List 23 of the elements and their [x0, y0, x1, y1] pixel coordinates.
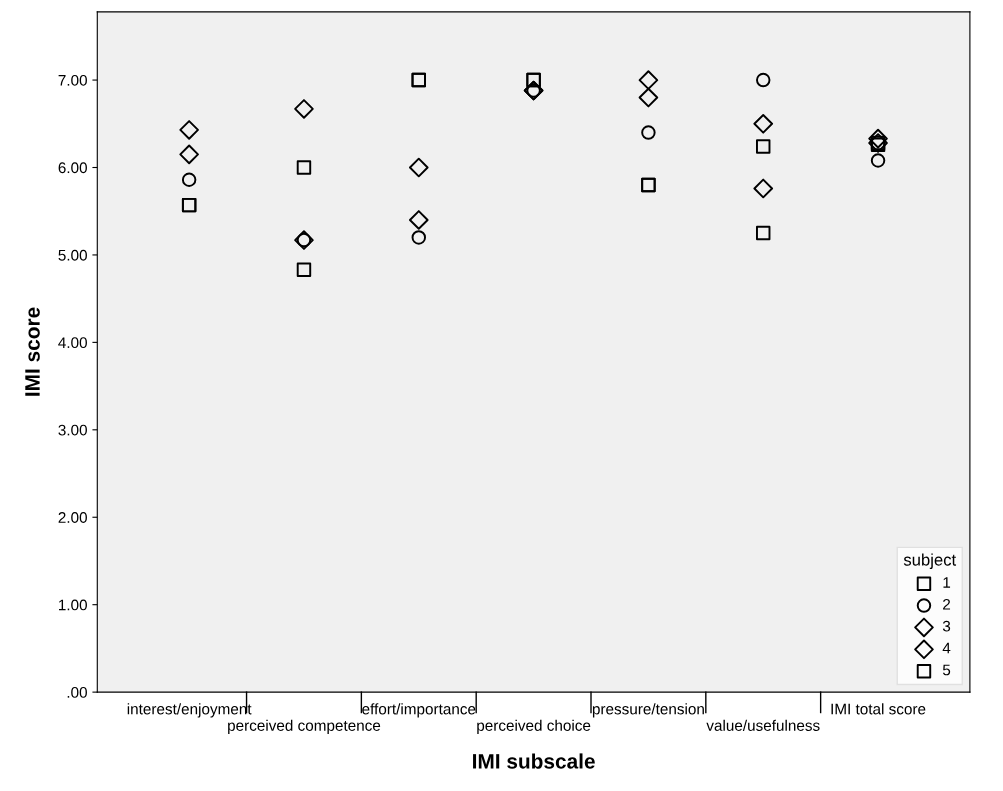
x-tick-label: pressure/tension [592, 703, 704, 718]
y-axis-title: IMI score [25, 307, 40, 396]
y-tick-label: 3.00 [58, 424, 87, 436]
legend-label: 3 [942, 620, 951, 632]
x-tick-label: value/usefulness [706, 719, 820, 731]
legend-label: 1 [943, 577, 951, 588]
y-tick-label: 7.00 [58, 74, 87, 86]
y-tick-label: 4.00 [58, 337, 87, 349]
y-tick-label: 1.00 [59, 599, 87, 611]
x-tick-label: interest/enjoyment [127, 703, 252, 718]
x-axis-title: IMI subscale [473, 753, 595, 769]
x-tick-label: effort/importance [362, 703, 476, 718]
legend-label: 5 [942, 664, 951, 676]
y-tick-label: .00 [67, 686, 87, 698]
legend-label: 2 [943, 598, 951, 610]
x-tick-label: IMI total score [831, 703, 926, 715]
legend-title: subject [903, 553, 957, 569]
legend-label: 4 [942, 642, 951, 654]
y-tick-label: 5.00 [58, 249, 87, 261]
x-tick-label: perceived choice [477, 719, 591, 734]
y-tick-label: 6.00 [58, 162, 87, 174]
y-tick-label: 2.00 [58, 512, 87, 523]
x-tick-label: perceived competence [228, 719, 381, 734]
